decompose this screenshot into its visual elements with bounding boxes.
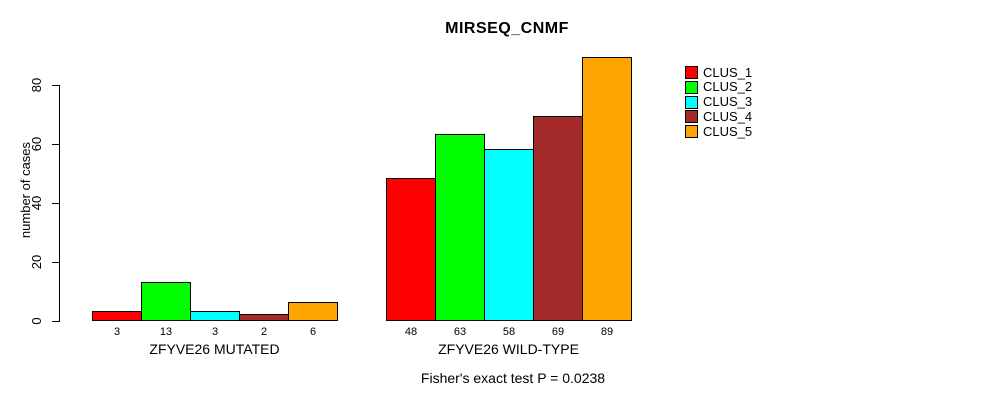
bar-clus_5 xyxy=(288,302,338,321)
legend-swatch-clus_4 xyxy=(685,110,698,124)
y-tick-label: 0 xyxy=(29,317,44,325)
bar-value-label: 89 xyxy=(600,326,614,338)
legend-label: CLUS_1 xyxy=(703,64,753,80)
bar-clus_4 xyxy=(533,116,583,321)
y-tick-mark xyxy=(52,321,59,322)
chart-title: MIRSEQ_CNMF xyxy=(445,20,569,37)
legend-swatch-clus_3 xyxy=(685,95,698,109)
y-tick-label: 60 xyxy=(29,136,44,152)
bar-value-label: 3 xyxy=(211,326,219,338)
bar-clus_3 xyxy=(190,311,240,321)
bar-clus_2 xyxy=(435,134,485,321)
bar-value-label: 58 xyxy=(502,326,516,338)
bar-value-label: 3 xyxy=(113,326,121,338)
legend-label: CLUS_5 xyxy=(703,123,753,139)
bar-value-label: 6 xyxy=(309,326,317,338)
bar-value-label: 48 xyxy=(404,326,418,338)
y-tick-label: 20 xyxy=(29,254,44,270)
bar-clus_1 xyxy=(386,178,436,321)
legend-label: CLUS_2 xyxy=(703,79,753,95)
y-tick-mark xyxy=(52,85,59,86)
legend-swatch-clus_1 xyxy=(685,66,698,79)
y-tick-label: 80 xyxy=(29,77,44,93)
bar-clus_2 xyxy=(141,282,191,321)
y-tick-mark xyxy=(52,262,59,263)
bar-clus_3 xyxy=(484,149,534,321)
bar-clus_5 xyxy=(582,57,632,321)
legend-label: CLUS_3 xyxy=(703,94,753,109)
legend-label: CLUS_4 xyxy=(703,108,753,124)
group-label: ZFYVE26 WILD-TYPE xyxy=(438,341,579,357)
legend-swatch-clus_2 xyxy=(685,80,698,94)
y-tick-label: 40 xyxy=(29,195,44,211)
bar-clus_1 xyxy=(92,311,142,321)
bar-value-label: 13 xyxy=(159,326,173,338)
bar-clus_4 xyxy=(239,314,289,321)
group-label: ZFYVE26 MUTATED xyxy=(149,341,280,357)
bar-value-label: 63 xyxy=(453,326,467,338)
bar-value-label: 69 xyxy=(551,326,565,338)
y-tick-mark xyxy=(52,203,59,204)
y-tick-mark xyxy=(52,144,59,145)
y-axis-line xyxy=(59,85,60,322)
bar-value-label: 2 xyxy=(260,326,268,338)
legend-swatch-clus_5 xyxy=(685,125,698,138)
fisher-test-caption: Fisher's exact test P = 0.0238 xyxy=(420,370,606,386)
